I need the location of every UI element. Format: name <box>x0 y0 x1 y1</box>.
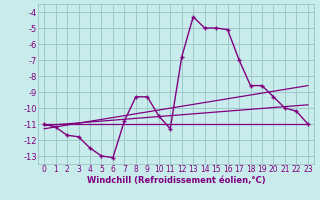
X-axis label: Windchill (Refroidissement éolien,°C): Windchill (Refroidissement éolien,°C) <box>87 176 265 185</box>
